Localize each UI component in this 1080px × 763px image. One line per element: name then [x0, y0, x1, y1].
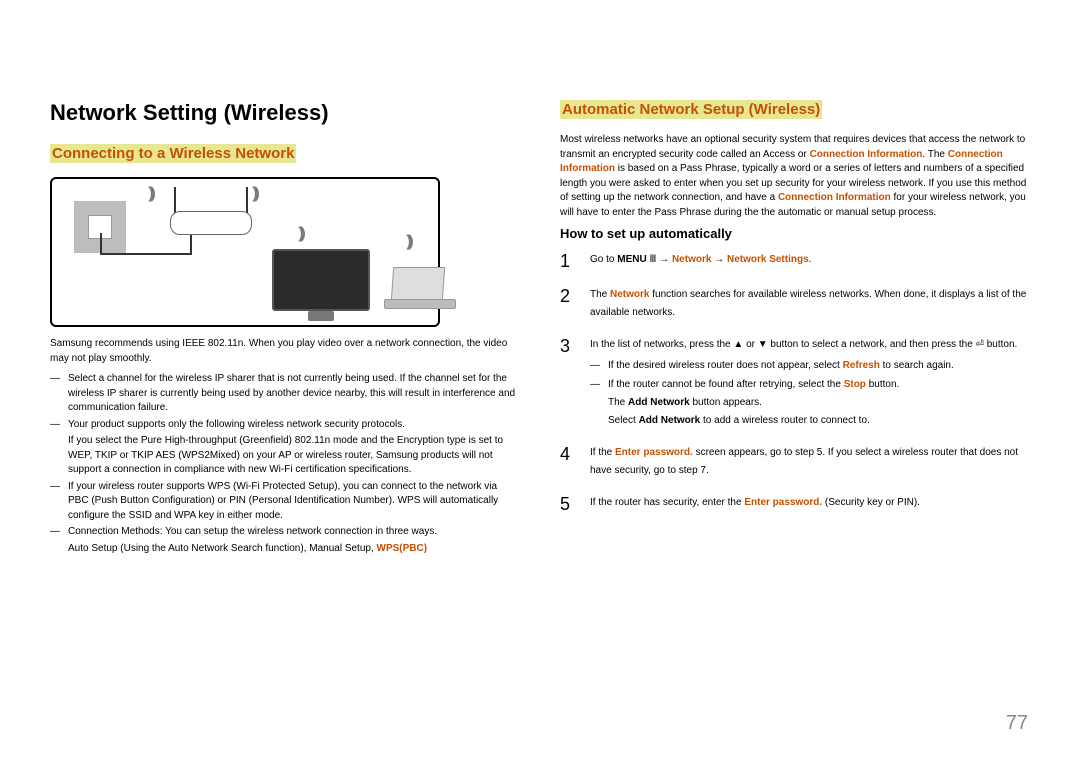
antenna-icon: [246, 187, 248, 213]
enter-password-label: Enter password.: [615, 447, 693, 458]
network-label: Network: [610, 289, 649, 300]
wifi-wave-icon: ))): [252, 185, 256, 203]
line-text: to add a wireless router to connect to.: [700, 415, 870, 426]
refresh-label: Refresh: [843, 360, 880, 371]
note-item: Connection Methods: You can setup the wi…: [50, 525, 520, 540]
dash-text: to search again.: [880, 360, 954, 371]
step-text: In the list of networks, press the ▲ or …: [590, 339, 1017, 350]
left-column: Network Setting (Wireless) Connecting to…: [50, 100, 520, 558]
step-body: Go to MENU Ⅲ → Network → Network Setting…: [590, 251, 1030, 269]
step-item: 1 Go to MENU Ⅲ → Network → Network Setti…: [560, 251, 1030, 272]
note-item: Your product supports only the following…: [50, 418, 520, 433]
router-icon: [170, 211, 252, 235]
right-column: Automatic Network Setup (Wireless) Most …: [560, 100, 1030, 558]
wifi-wave-icon: ))): [148, 185, 152, 203]
step-list: 1 Go to MENU Ⅲ → Network → Network Setti…: [560, 251, 1030, 515]
notes-list: Select a channel for the wireless IP sha…: [50, 372, 520, 556]
tv-stand-icon: [308, 311, 334, 321]
step-dash-item: If the router cannot be found after retr…: [590, 377, 1030, 392]
page-content: Network Setting (Wireless) Connecting to…: [50, 100, 1030, 558]
howto-heading: How to set up automatically: [560, 226, 1030, 241]
intro-text: Samsung recommends using IEEE 802.11n. W…: [50, 337, 520, 366]
step-item: 3 In the list of networks, press the ▲ o…: [560, 336, 1030, 430]
step-body: If the Enter password. screen appears, g…: [590, 444, 1030, 480]
connection-info-label: Connection Information: [810, 149, 923, 160]
step-number: 5: [560, 494, 574, 515]
step-number: 2: [560, 286, 574, 307]
menu-label: MENU: [617, 254, 646, 265]
note-subtext-pre: Auto Setup (Using the Auto Network Searc…: [68, 543, 377, 554]
step-body: If the router has security, enter the En…: [590, 494, 1030, 512]
stop-label: Stop: [844, 379, 866, 390]
step-body: In the list of networks, press the ▲ or …: [590, 336, 1030, 430]
step-number: 4: [560, 444, 574, 465]
wifi-wave-icon: ))): [406, 233, 410, 251]
cable-icon: [100, 253, 192, 255]
network-diagram: ))) ))) ))) ))): [50, 177, 440, 327]
step-line: The Add Network button appears.: [590, 394, 1030, 412]
connection-info-label: Connection Information: [778, 192, 891, 203]
line-text: The: [608, 397, 628, 408]
dash-text: If the router cannot be found after retr…: [608, 379, 844, 390]
step-text: .: [809, 254, 812, 265]
dash-text: button.: [866, 379, 899, 390]
step-text: function searches for available wireless…: [590, 289, 1026, 318]
line-text: button appears.: [690, 397, 762, 408]
note-subtext: If you select the Pure High-throughput (…: [50, 434, 520, 478]
step-text: If the: [590, 447, 615, 458]
line-text: Select: [608, 415, 639, 426]
laptop-base-icon: [384, 299, 456, 309]
note-subtext: Auto Setup (Using the Auto Network Searc…: [50, 542, 520, 557]
arrow-text: →: [656, 254, 672, 265]
subheading-auto-setup: Automatic Network Setup (Wireless): [560, 100, 822, 119]
cable-icon: [100, 233, 102, 255]
step-line: Select Add Network to add a wireless rou…: [590, 412, 1030, 430]
step-body: The Network function searches for availa…: [590, 286, 1030, 322]
step-item: 2 The Network function searches for avai…: [560, 286, 1030, 322]
step-item: 4 If the Enter password. screen appears,…: [560, 444, 1030, 480]
note-item: If your wireless router supports WPS (Wi…: [50, 480, 520, 524]
step-text: (Security key or PIN).: [822, 497, 920, 508]
page-number: 77: [1006, 712, 1028, 735]
subheading-connecting: Connecting to a Wireless Network: [50, 144, 296, 163]
network-settings-label: Network Settings: [727, 254, 809, 265]
dash-text: If the desired wireless router does not …: [608, 360, 843, 371]
step-number: 3: [560, 336, 574, 357]
step-text: Go to: [590, 254, 617, 265]
note-item: Select a channel for the wireless IP sha…: [50, 372, 520, 416]
tv-icon: [272, 249, 370, 311]
add-network-label: Add Network: [628, 397, 690, 408]
step-item: 5 If the router has security, enter the …: [560, 494, 1030, 515]
enter-password-label: Enter password.: [744, 497, 822, 508]
wifi-wave-icon: ))): [298, 225, 302, 243]
step-number: 1: [560, 251, 574, 272]
laptop-screen-icon: [391, 267, 445, 301]
arrow-text: →: [711, 254, 727, 265]
para-text: . The: [922, 149, 947, 160]
step-text: If the router has security, enter the: [590, 497, 744, 508]
step-dash-item: If the desired wireless router does not …: [590, 358, 1030, 373]
add-network-label: Add Network: [639, 415, 701, 426]
step-text: The: [590, 289, 610, 300]
auto-setup-paragraph: Most wireless networks have an optional …: [560, 133, 1030, 220]
wps-pbc-label: WPS(PBC): [377, 543, 428, 554]
antenna-icon: [174, 187, 176, 213]
cable-icon: [190, 235, 192, 255]
main-heading: Network Setting (Wireless): [50, 100, 520, 126]
network-label: Network: [672, 254, 711, 265]
